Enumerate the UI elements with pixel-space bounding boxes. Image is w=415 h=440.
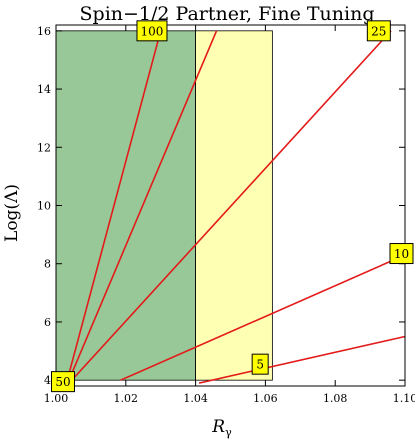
- y-tick-label: 16: [37, 25, 51, 38]
- curve-label-25: 25: [371, 24, 386, 38]
- y-tick-label: 12: [37, 141, 51, 154]
- curve-labels: 100 50 25 10 5: [50, 20, 414, 393]
- x-tick-label: 1.02: [114, 392, 139, 405]
- contour-line-10: [120, 254, 406, 381]
- curve-label-box-10: [389, 243, 414, 265]
- plot-ticks: 1.00 1.02 1.04 1.06 1.08 1.10 4 6 8 10 12 14 16: [37, 25, 415, 405]
- y-tick-label: 14: [37, 83, 51, 96]
- curve-label-box-25: [366, 20, 391, 42]
- x-tick-label: 1.08: [323, 392, 348, 405]
- curve-label-10: 10: [394, 247, 409, 261]
- region-0: [55, 30, 197, 381]
- contour-line-50: [65, 30, 218, 387]
- curve-label-5: 5: [256, 358, 264, 372]
- y-tick-label: 8: [44, 258, 51, 271]
- x-axis-label-sub: γ: [225, 426, 232, 439]
- contour-line-100: [65, 30, 162, 384]
- plot-lines: [65, 30, 406, 387]
- x-axis-label-main: R: [211, 417, 225, 437]
- contour-line-25: [65, 30, 392, 387]
- x-tick-label: 1.00: [44, 392, 69, 405]
- x-tick-label: 1.04: [183, 392, 208, 405]
- y-tick-label: 4: [44, 374, 51, 387]
- curve-label-50: 50: [55, 375, 70, 389]
- x-tick-label: 1.10: [393, 392, 415, 405]
- region-1: [195, 30, 273, 381]
- curve-label-box-100: [136, 20, 168, 42]
- x-tick-label: 1.06: [253, 392, 278, 405]
- curve-label-box-5: [251, 353, 269, 375]
- y-tick-label: 10: [37, 200, 51, 213]
- contour-line-5: [198, 335, 406, 384]
- chart-title: Spin−1/2 Partner, Fine Tuning: [80, 3, 375, 25]
- y-axis-label: Log(Λ): [2, 184, 22, 242]
- y-tick-label: 6: [44, 316, 51, 329]
- curve-label-box-50: [50, 371, 75, 393]
- curve-label-100: 100: [141, 24, 164, 38]
- x-axis-label: Rγ: [211, 417, 232, 439]
